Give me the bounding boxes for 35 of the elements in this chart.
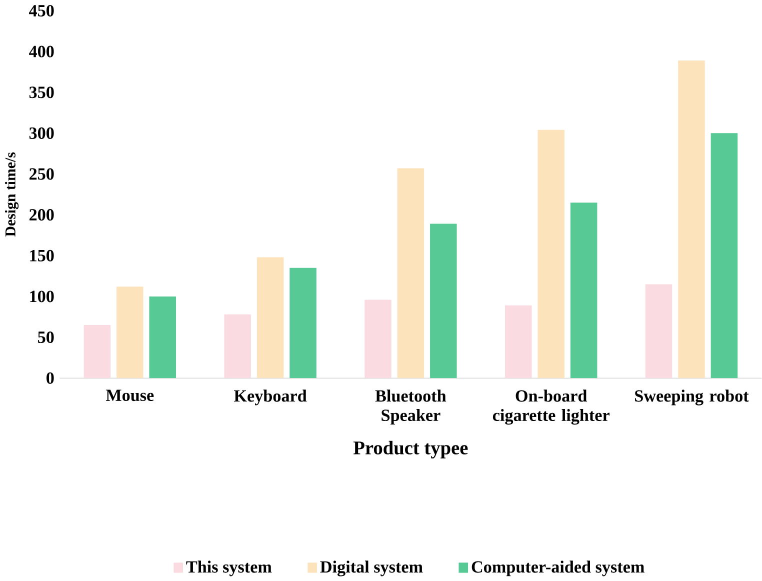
bar: [430, 224, 457, 378]
x-tick-label: Sweeping robot: [635, 390, 749, 406]
y-tick-label: 400: [29, 46, 54, 58]
bar: [397, 168, 424, 378]
x-tick-label: Mouse: [106, 390, 154, 402]
legend-label: This system: [186, 560, 272, 576]
legend-label: Digital system: [320, 560, 423, 576]
bar: [504, 306, 532, 378]
x-tick-label: On-board cigarette lighter: [492, 390, 610, 425]
bar: [290, 268, 316, 378]
bar: [224, 314, 251, 378]
bar: [149, 296, 176, 378]
y-tick-label: 250: [30, 168, 54, 180]
bar: [116, 286, 144, 378]
bar: [710, 133, 738, 378]
y-tick-label: 50: [38, 332, 54, 344]
y-tick-label: 450: [29, 5, 54, 17]
bar: [645, 284, 672, 378]
x-tick-label: Bluetooth Speaker: [375, 390, 446, 425]
bar: [538, 130, 564, 378]
x-axis-title: Product typee: [353, 440, 468, 459]
bar: [678, 60, 705, 378]
y-tick-label: 100: [30, 290, 54, 302]
y-tick-label: 300: [29, 128, 54, 140]
x-tick-label: Keyboard: [234, 390, 307, 406]
bar: [84, 325, 111, 378]
y-axis-title: Design time/s: [4, 152, 19, 237]
bar: [256, 257, 284, 378]
y-tick-label: 350: [29, 86, 54, 98]
bar: [570, 202, 598, 378]
legend-label: Computer-aided system: [472, 560, 644, 576]
y-tick-label: 0: [46, 372, 54, 384]
y-tick-label: 150: [30, 250, 54, 262]
bar: [364, 300, 392, 378]
y-tick-label: 200: [30, 209, 54, 221]
